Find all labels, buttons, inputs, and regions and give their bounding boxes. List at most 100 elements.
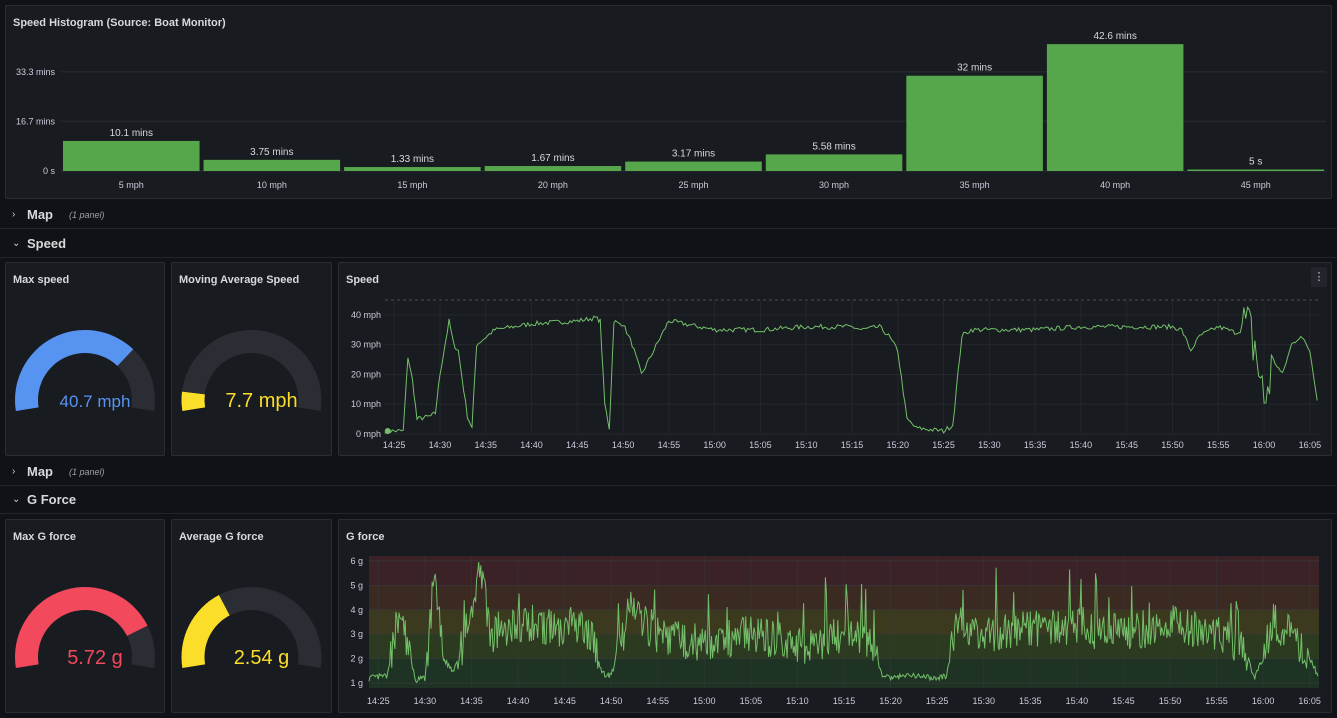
x-tick-label: 10 mph [257,180,287,190]
x-tick-label: 16:00 [1252,696,1275,706]
chevron-down-icon: ⌄ [12,494,21,505]
x-tick-label: 14:40 [507,696,530,706]
x-tick-label: 15:35 [1024,440,1047,450]
panel-title: Speed [346,274,380,286]
gauge-fill [15,330,134,411]
row-subtitle: (1 panel) [69,466,105,477]
y-tick-label: 20 mph [351,369,381,379]
threshold-band [369,585,1319,610]
x-tick-label: 15 mph [397,180,427,190]
x-tick-label: 14:30 [429,440,452,450]
bar-value-label: 5.58 mins [812,141,855,152]
x-tick-label: 14:50 [612,440,635,450]
chevron-right-icon: › [12,466,16,477]
bar-value-label: 1.33 mins [391,154,434,165]
x-tick-label: 14:25 [383,440,406,450]
x-tick-label: 14:30 [414,696,437,706]
g-force-chart: 6 g 5 g 4 g 3 g 2 g 1 g 14:25 14:30 14:35 14:40 14… [350,556,1320,706]
x-tick-label: 15:40 [1070,440,1093,450]
panel-title: Max speed [13,274,70,286]
histogram-bar [1046,44,1184,171]
panel-title: Speed Histogram (Source: Boat Monitor) [13,17,226,29]
x-tick-label: 25 mph [678,180,708,190]
x-tick-label: 14:50 [600,696,623,706]
x-tick-label: 35 mph [960,180,990,190]
x-tick-label: 14:35 [460,696,483,706]
x-tick-label: 15:20 [879,696,902,706]
gauge-fill [181,391,206,411]
bar-value-label: 10.1 mins [110,128,153,139]
max-speed-gauge: 40.7 mph [15,330,156,411]
gauge-fill [181,595,230,668]
row-g-force[interactable]: ⌄ G Force [0,486,1337,514]
bar-value-label: 3.17 mins [672,149,715,160]
max-speed-panel: Max speed 40.7 mph [5,262,165,456]
moving-average-speed-panel: Moving Average Speed 7.7 mph [171,262,332,456]
series-start-point [384,428,391,435]
x-tick-label: 5 mph [119,180,144,190]
y-tick-label: 30 mph [351,340,381,350]
x-tick-label: 15:55 [1207,440,1230,450]
row-title: Speed [27,236,67,251]
bar-value-label: 5 s [1249,157,1262,168]
average-g-force-panel: Average G force 2.54 g [171,519,332,713]
histogram-bar [906,75,1043,171]
chevron-right-icon: › [12,209,16,220]
x-tick-label: 15:50 [1159,696,1182,706]
row-map-2[interactable]: › Map (1 panel) [0,458,1337,486]
x-tick-label: 40 mph [1100,180,1130,190]
x-tick-label: 15:50 [1161,440,1184,450]
x-tick-label: 14:45 [566,440,589,450]
x-tick-label: 15:40 [1066,696,1089,706]
x-tick-label: 15:30 [978,440,1001,450]
histogram-bar [765,154,903,171]
y-tick-label: 6 g [350,556,363,566]
x-tick-label: 16:05 [1299,440,1322,450]
histogram-bar [63,140,200,171]
y-tick-label: 3 g [350,629,363,639]
x-tick-label: 15:05 [749,440,772,450]
gauge-track [181,330,322,411]
chevron-down-icon: ⌄ [12,238,21,249]
kebab-menu-icon[interactable]: ⋮ [1311,267,1327,287]
x-tick-label: 14:55 [646,696,669,706]
panel-title: G force [346,531,385,543]
g-force-timeseries-panel: G force 6 g 5 g 4 g 3 g 2 g 1 g 14:25 14:30 14:3… [338,519,1332,713]
x-tick-label: 15:00 [703,440,726,450]
row-speed[interactable]: ⌄ Speed [0,230,1337,258]
row-title: Map [27,464,53,479]
histogram-bar [203,159,341,171]
bar-value-label: 42.6 mins [1093,31,1136,42]
histogram-bar [344,167,481,171]
x-tick-label: 15:15 [833,696,856,706]
panel-title: Moving Average Speed [179,274,300,286]
threshold-band [369,634,1319,659]
speed-histogram-panel: Speed Histogram (Source: Boat Monitor) 3… [5,5,1332,199]
row-map-1[interactable]: › Map (1 panel) [0,201,1337,229]
bar-value-label: 32 mins [957,63,992,74]
x-tick-label: 14:40 [520,440,543,450]
x-tick-label: 15:20 [887,440,910,450]
x-tick-label: 16:00 [1253,440,1276,450]
histogram-bar [484,166,622,171]
x-tick-label: 15:10 [795,440,818,450]
y-tick-label: 2 g [350,654,363,664]
y-tick-label: 10 mph [351,399,381,409]
x-tick-label: 15:15 [841,440,864,450]
g-force-series-line [368,561,1319,684]
x-tick-label: 30 mph [819,180,849,190]
x-tick-label: 15:05 [740,696,763,706]
x-tick-label: 14:55 [658,440,681,450]
x-tick-label: 15:45 [1115,440,1138,450]
max-g-force-gauge: 5.72 g [15,587,156,669]
x-tick-label: 14:35 [474,440,497,450]
y-tick-label: 4 g [350,605,363,615]
x-tick-label: 15:25 [926,696,949,706]
x-tick-label: 15:55 [1205,696,1228,706]
y-tick-label: 16.7 mins [16,116,56,126]
row-title: G Force [27,492,77,507]
y-tick-label: 33.3 mins [16,67,56,77]
histogram-bar [1187,169,1324,171]
gauge-fill [15,587,148,668]
